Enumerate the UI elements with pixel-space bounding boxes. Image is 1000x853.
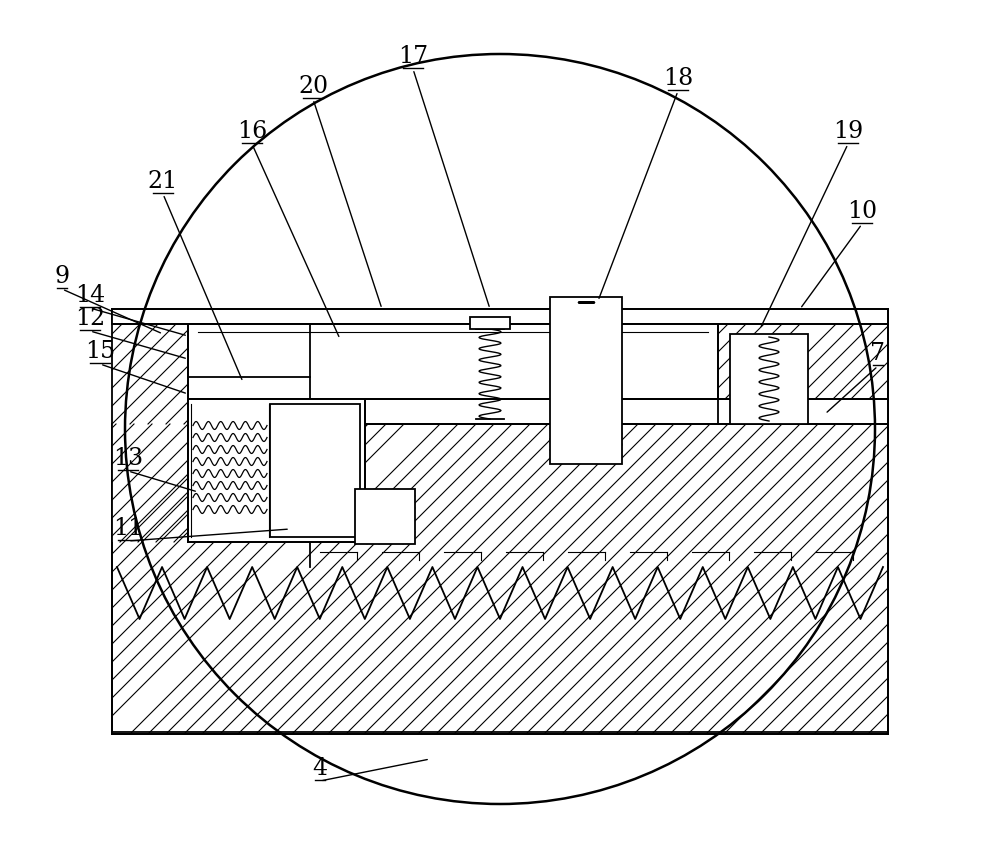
Text: 14: 14 [75,284,105,306]
Polygon shape [355,490,415,544]
Polygon shape [550,298,622,464]
Polygon shape [112,325,188,425]
Polygon shape [270,404,360,537]
Polygon shape [718,325,888,425]
Text: 18: 18 [663,67,693,90]
Text: 20: 20 [298,75,328,98]
Text: 13: 13 [113,446,143,469]
Polygon shape [470,317,510,329]
Polygon shape [310,399,888,425]
Text: 10: 10 [847,200,877,223]
Polygon shape [188,325,718,399]
Text: 19: 19 [833,120,863,142]
Text: 11: 11 [113,516,143,539]
Text: 9: 9 [54,264,70,287]
Polygon shape [112,425,888,734]
Polygon shape [112,310,888,325]
Text: 17: 17 [398,45,428,68]
Polygon shape [112,425,310,543]
Text: 4: 4 [312,756,328,779]
Text: 15: 15 [85,339,115,363]
Polygon shape [730,334,808,425]
Text: 7: 7 [870,341,886,364]
Text: 16: 16 [237,120,267,142]
Text: 21: 21 [148,170,178,193]
Polygon shape [188,399,365,543]
Text: 12: 12 [75,306,105,329]
